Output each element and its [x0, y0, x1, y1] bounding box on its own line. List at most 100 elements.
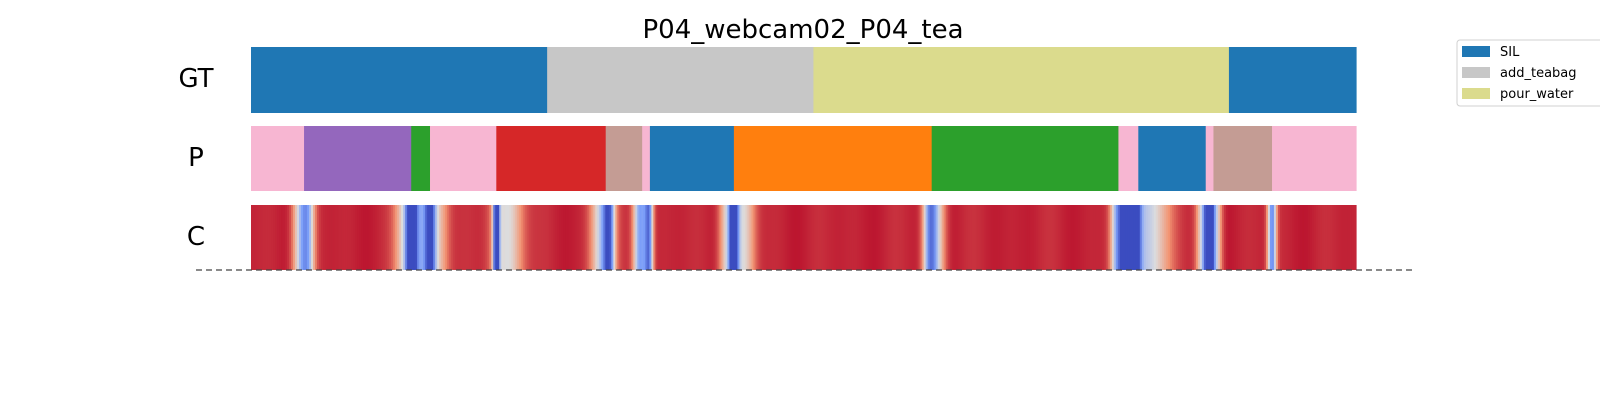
confidence-cell: [1281, 205, 1285, 270]
confidence-cell: [1109, 205, 1113, 270]
confidence-cell: [989, 205, 993, 270]
prediction-segment-5: [605, 126, 643, 191]
confidence-cell: [1187, 205, 1191, 270]
confidence-cell: [291, 205, 294, 270]
confidence-cell: [895, 205, 899, 270]
confidence-cell: [859, 205, 863, 270]
confidence-cell: [1275, 205, 1279, 270]
confidence-cell: [781, 205, 785, 270]
confidence-cell: [561, 205, 564, 270]
confidence-cell: [443, 205, 446, 270]
confidence-cell: [1271, 205, 1275, 270]
confidence-cell: [723, 205, 727, 270]
confidence-cell: [673, 205, 676, 270]
confidence-cell: [577, 205, 580, 270]
confidence-cell: [477, 205, 480, 270]
confidence-cell: [609, 205, 612, 270]
confidence-cell: [1141, 205, 1145, 270]
confidence-cell: [623, 205, 626, 270]
confidence-cell: [281, 205, 284, 270]
confidence-cell: [705, 205, 709, 270]
confidence-cell: [1341, 205, 1345, 270]
confidence-cell: [279, 205, 282, 270]
confidence-cell: [385, 205, 388, 270]
confidence-cell: [1249, 205, 1253, 270]
confidence-cell: [257, 205, 260, 270]
prediction-segment-6: [642, 126, 651, 191]
confidence-cell: [709, 205, 713, 270]
confidence-cell: [961, 205, 965, 270]
confidence-cell: [1301, 205, 1305, 270]
confidence-cell: [663, 205, 666, 270]
confidence-cell: [1035, 205, 1039, 270]
confidence-cell: [1147, 205, 1151, 270]
confidence-cell: [999, 205, 1003, 270]
confidence-cell: [495, 205, 498, 270]
confidence-cell: [531, 205, 534, 270]
gt-row: [251, 47, 1357, 113]
confidence-cell: [683, 205, 686, 270]
confidence-cell: [1069, 205, 1073, 270]
confidence-cell: [469, 205, 472, 270]
confidence-cell: [1255, 205, 1259, 270]
confidence-cell: [339, 205, 342, 270]
confidence-cell: [695, 205, 699, 270]
legend-label-1: add_teabag: [1500, 66, 1577, 81]
confidence-cell: [365, 205, 368, 270]
confidence-cell: [273, 205, 276, 270]
confidence-cell: [457, 205, 460, 270]
confidence-cell: [1115, 205, 1119, 270]
confidence-cell: [373, 205, 376, 270]
confidence-cell: [1199, 205, 1203, 270]
confidence-cell: [579, 205, 582, 270]
confidence-cell: [1017, 205, 1021, 270]
confidence-cell: [665, 205, 668, 270]
confidence-cell: [1285, 205, 1289, 270]
gt-segment-0: [251, 47, 548, 113]
confidence-cell: [375, 205, 378, 270]
confidence-cell: [1205, 205, 1209, 270]
confidence-cell: [343, 205, 346, 270]
confidence-cell: [1177, 205, 1181, 270]
confidence-cell: [693, 205, 697, 270]
confidence-cell: [865, 205, 869, 270]
confidence-cell: [1259, 205, 1263, 270]
confidence-cell: [829, 205, 833, 270]
confidence-cell: [651, 205, 654, 270]
confidence-cell: [901, 205, 905, 270]
confidence-cell: [547, 205, 550, 270]
confidence-cell: [701, 205, 705, 270]
confidence-cell: [1055, 205, 1059, 270]
confidence-cell: [939, 205, 943, 270]
confidence-cell: [1317, 205, 1321, 270]
confidence-cell: [1197, 205, 1201, 270]
confidence-cell: [713, 205, 717, 270]
confidence-cell: [341, 205, 344, 270]
confidence-cell: [1073, 205, 1077, 270]
confidence-cell: [869, 205, 873, 270]
confidence-cell: [775, 205, 779, 270]
confidence-cell: [807, 205, 811, 270]
confidence-cell: [463, 205, 466, 270]
confidence-cell: [643, 205, 646, 270]
confidence-cell: [951, 205, 955, 270]
confidence-cell: [851, 205, 855, 270]
confidence-cell: [1299, 205, 1303, 270]
confidence-cell: [833, 205, 837, 270]
confidence-cell: [669, 205, 672, 270]
confidence-cell: [1175, 205, 1179, 270]
confidence-cell: [459, 205, 462, 270]
confidence-cell: [717, 205, 721, 270]
confidence-cell: [1229, 205, 1233, 270]
confidence-cell: [1053, 205, 1057, 270]
confidence-cell: [1113, 205, 1117, 270]
confidence-cell: [1261, 205, 1265, 270]
confidence-cell: [1169, 205, 1173, 270]
confidence-cell: [817, 205, 821, 270]
confidence-cell: [415, 205, 418, 270]
confidence-cell: [1235, 205, 1239, 270]
confidence-cell: [499, 205, 502, 270]
confidence-cell: [497, 205, 500, 270]
confidence-cell: [987, 205, 991, 270]
confidence-cell: [423, 205, 426, 270]
